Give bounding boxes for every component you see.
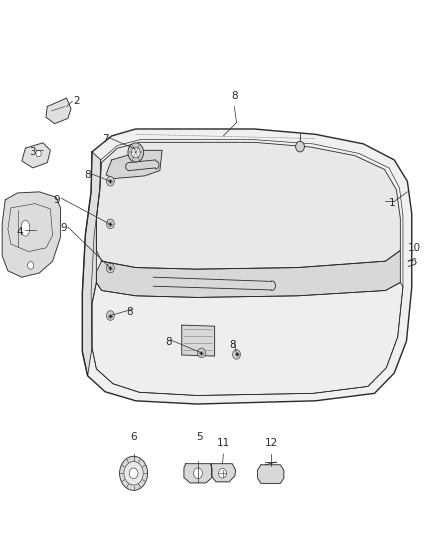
- Text: 8: 8: [231, 91, 238, 101]
- Polygon shape: [82, 129, 412, 404]
- Text: 9: 9: [60, 223, 67, 233]
- Polygon shape: [184, 464, 212, 483]
- Text: 3: 3: [29, 147, 36, 157]
- Polygon shape: [106, 150, 162, 179]
- Circle shape: [106, 311, 114, 320]
- Polygon shape: [96, 251, 400, 297]
- Circle shape: [106, 219, 114, 229]
- Text: 7: 7: [102, 134, 109, 143]
- Text: 6: 6: [130, 432, 137, 442]
- Polygon shape: [212, 464, 236, 482]
- Circle shape: [28, 262, 34, 269]
- Text: 2: 2: [73, 96, 80, 106]
- Polygon shape: [2, 192, 60, 277]
- Polygon shape: [258, 465, 284, 483]
- Polygon shape: [22, 143, 50, 168]
- Text: 8: 8: [229, 341, 236, 350]
- Text: 12: 12: [265, 439, 278, 448]
- Text: 4: 4: [16, 227, 23, 237]
- Polygon shape: [182, 325, 215, 356]
- Circle shape: [124, 462, 143, 485]
- Text: 10: 10: [407, 243, 420, 253]
- Circle shape: [233, 350, 240, 359]
- Polygon shape: [92, 282, 403, 395]
- Circle shape: [128, 143, 144, 162]
- Circle shape: [219, 469, 226, 478]
- Circle shape: [106, 176, 114, 186]
- Circle shape: [120, 456, 148, 490]
- Text: 8: 8: [84, 170, 91, 180]
- Circle shape: [129, 468, 138, 479]
- Text: 8: 8: [126, 307, 133, 317]
- Circle shape: [106, 263, 114, 273]
- Circle shape: [194, 468, 202, 479]
- Polygon shape: [96, 142, 400, 269]
- Text: 5: 5: [196, 432, 203, 442]
- Text: 8: 8: [165, 337, 172, 347]
- Circle shape: [36, 150, 41, 157]
- Polygon shape: [82, 152, 101, 376]
- Circle shape: [198, 348, 205, 358]
- Polygon shape: [46, 98, 71, 124]
- Ellipse shape: [21, 220, 30, 236]
- Text: 1: 1: [389, 198, 396, 207]
- Circle shape: [296, 141, 304, 152]
- Circle shape: [131, 147, 140, 158]
- Text: 9: 9: [53, 195, 60, 205]
- Text: 11: 11: [217, 439, 230, 448]
